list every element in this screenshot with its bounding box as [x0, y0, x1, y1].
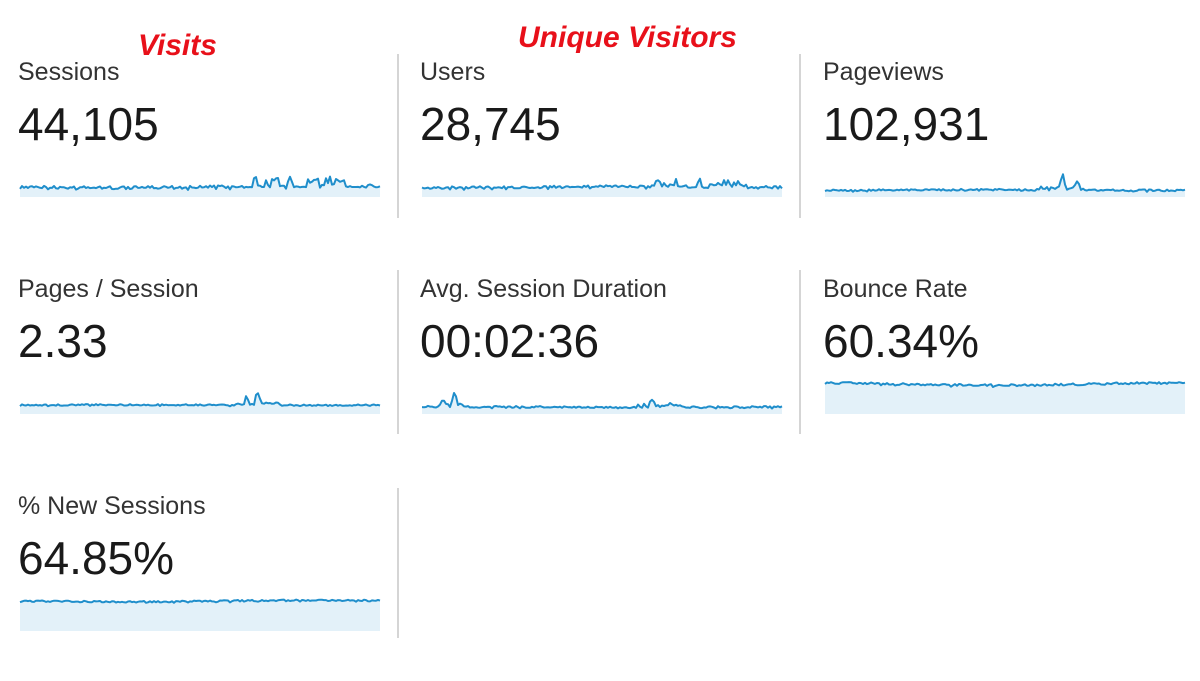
metric-tile-new-sessions[interactable]: % New Sessions 64.85%: [18, 491, 388, 681]
column-divider: [799, 270, 801, 434]
column-divider: [397, 488, 399, 638]
metric-value: 102,931: [823, 98, 990, 150]
sparkline-area: [20, 599, 380, 631]
new-sessions-sparkline: [19, 598, 381, 631]
metric-tile-sessions[interactable]: Sessions 44,105: [18, 57, 388, 247]
metric-value: 00:02:36: [420, 315, 600, 367]
metric-tile-bounce-rate[interactable]: Bounce Rate 60.34%: [823, 274, 1193, 464]
metric-value: 64.85%: [18, 532, 175, 584]
sparkline-line: [19, 175, 381, 191]
avg-session-duration-sparkline: [421, 392, 783, 414]
sparkline-line: [824, 381, 1186, 388]
column-divider: [799, 54, 801, 218]
metric-value: 28,745: [420, 98, 561, 150]
metric-label: Pages / Session: [18, 275, 199, 303]
sparkline-line: [421, 392, 783, 410]
metric-label: Bounce Rate: [823, 275, 968, 303]
pages-per-session-sparkline: [19, 392, 381, 414]
column-divider: [397, 54, 399, 218]
metric-label: Users: [420, 58, 486, 86]
sparkline-area: [422, 393, 782, 414]
pageviews-sparkline: [824, 173, 1186, 197]
unique-visitors-annotation: Unique Visitors: [518, 21, 737, 54]
metric-tile-avg-session-duration[interactable]: Avg. Session Duration 00:02:36: [420, 274, 790, 464]
sparkline-area: [20, 393, 380, 414]
sparkline-line: [19, 598, 381, 604]
sparkline-area: [422, 178, 782, 197]
metric-label: Avg. Session Duration: [420, 275, 667, 303]
visits-annotation: Visits: [138, 29, 217, 62]
sessions-sparkline: [19, 175, 381, 197]
sparkline-area: [825, 174, 1185, 197]
metric-value: 2.33: [18, 315, 108, 367]
column-divider: [397, 270, 399, 434]
users-sparkline: [421, 177, 783, 197]
metric-tile-pages-per-session[interactable]: Pages / Session 2.33: [18, 274, 388, 464]
metric-tile-pageviews[interactable]: Pageviews 102,931: [823, 57, 1193, 247]
metric-label: Sessions: [18, 58, 120, 86]
metric-label: % New Sessions: [18, 492, 206, 520]
sparkline-line: [421, 177, 783, 191]
sparkline-line: [19, 392, 381, 408]
sparkline-line: [824, 173, 1186, 193]
metric-value: 60.34%: [823, 315, 980, 367]
metric-label: Pageviews: [823, 58, 944, 86]
sparkline-area: [825, 382, 1185, 414]
bounce-rate-sparkline: [824, 381, 1186, 414]
metric-tile-users[interactable]: Users 28,745: [420, 57, 790, 247]
metric-value: 44,105: [18, 98, 159, 150]
